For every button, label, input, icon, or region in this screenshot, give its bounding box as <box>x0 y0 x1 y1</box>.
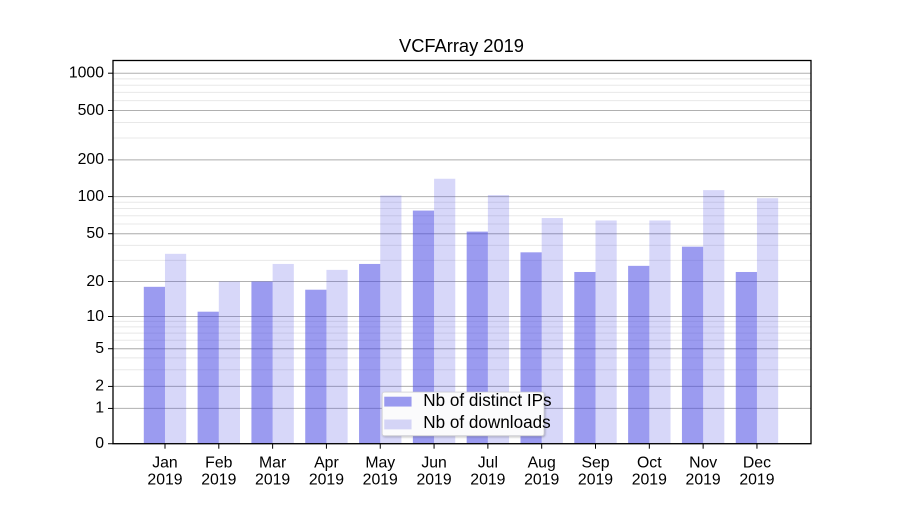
svg-text:VCFArray 2019: VCFArray 2019 <box>399 35 524 56</box>
svg-text:20: 20 <box>86 273 104 290</box>
svg-text:2019: 2019 <box>524 472 559 489</box>
svg-text:Nov: Nov <box>689 455 717 472</box>
svg-text:2019: 2019 <box>739 472 774 489</box>
svg-text:1000: 1000 <box>69 65 104 82</box>
svg-text:2019: 2019 <box>470 472 505 489</box>
svg-text:10: 10 <box>86 308 104 325</box>
svg-text:Sep: Sep <box>581 455 609 472</box>
svg-text:2019: 2019 <box>363 472 398 489</box>
svg-text:Oct: Oct <box>637 455 662 472</box>
svg-text:2019: 2019 <box>416 472 451 489</box>
svg-text:Jul: Jul <box>478 455 498 472</box>
svg-text:Feb: Feb <box>205 455 232 472</box>
svg-text:2019: 2019 <box>201 472 236 489</box>
svg-text:2019: 2019 <box>632 472 667 489</box>
svg-text:2019: 2019 <box>255 472 290 489</box>
svg-text:May: May <box>365 455 395 472</box>
svg-text:1: 1 <box>95 400 104 417</box>
svg-text:2019: 2019 <box>686 472 721 489</box>
svg-text:2: 2 <box>95 378 104 395</box>
svg-text:2019: 2019 <box>309 472 344 489</box>
svg-text:Apr: Apr <box>314 455 339 472</box>
svg-text:500: 500 <box>78 102 105 119</box>
svg-text:200: 200 <box>78 151 105 168</box>
svg-text:Dec: Dec <box>743 455 771 472</box>
svg-text:100: 100 <box>78 188 105 205</box>
svg-text:2019: 2019 <box>578 472 613 489</box>
svg-text:Mar: Mar <box>259 455 286 472</box>
svg-text:Jan: Jan <box>152 455 177 472</box>
svg-text:0: 0 <box>95 435 104 452</box>
svg-text:Jun: Jun <box>421 455 446 472</box>
svg-text:2019: 2019 <box>147 472 182 489</box>
svg-text:Nb of downloads: Nb of downloads <box>423 413 550 432</box>
svg-text:Nb of distinct IPs: Nb of distinct IPs <box>423 391 551 410</box>
svg-text:5: 5 <box>95 340 104 357</box>
svg-text:Aug: Aug <box>528 455 556 472</box>
svg-text:50: 50 <box>86 225 104 242</box>
